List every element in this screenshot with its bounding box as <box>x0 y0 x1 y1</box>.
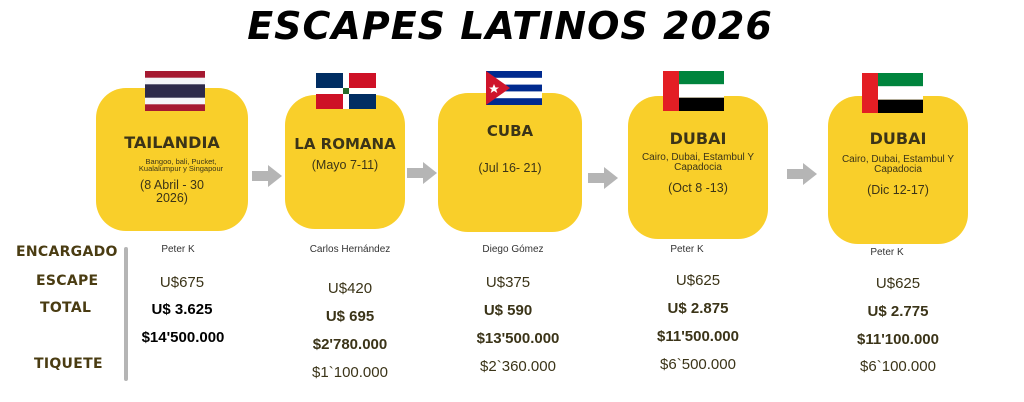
destination-details: Cairo, Dubai, Estambul Y Capadocia <box>841 154 955 175</box>
dominican-republic-flag-icon <box>316 73 376 109</box>
destination-dates: (Mayo 7-11) <box>311 158 379 172</box>
encargado-value: Diego Gómez <box>482 244 544 255</box>
encargado-value: Peter K <box>670 244 704 255</box>
arrow-right-icon <box>588 167 618 189</box>
total-usd-value: U$ 695 <box>325 308 375 325</box>
uae-flag-icon <box>862 73 923 113</box>
escape-value: U$420 <box>327 280 373 297</box>
arrow-right-icon <box>407 162 437 184</box>
encargado-value: Carlos Hernández <box>309 244 391 255</box>
uae-flag-icon <box>663 71 724 111</box>
total-usd-value: U$ 590 <box>483 302 533 319</box>
destination-card-dubai-oct[interactable]: DUBAI Cairo, Dubai, Estambul Y Capadocia… <box>628 96 768 239</box>
escape-value: U$375 <box>485 274 531 291</box>
row-label-encargado: ENCARGADO <box>16 244 118 260</box>
total-cop-value: $11'500.000 <box>657 328 739 345</box>
destination-dates: (Jul 16- 21) <box>478 161 542 175</box>
destination-card-tailandia[interactable]: TAILANDIA Bangoo, bali, Pucket, Kualalum… <box>96 88 248 231</box>
destination-name: CUBA <box>486 122 534 140</box>
destination-details: Bangoo, bali, Pucket, Kualalumpur y Sing… <box>138 157 224 173</box>
page-title: ESCAPES LATINOS 2026 <box>247 4 773 48</box>
encargado-value: Peter K <box>161 244 195 255</box>
arrow-right-icon <box>252 165 282 187</box>
destination-dates: (Dic 12-17) <box>867 183 929 197</box>
tiquete-value: $2`360.000 <box>480 358 556 375</box>
total-cop-value: $2'780.000 <box>312 336 388 353</box>
destination-card-dubai-dic[interactable]: DUBAI Cairo, Dubai, Estambul Y Capadocia… <box>828 96 968 244</box>
destination-card-la-romana[interactable]: LA ROMANA (Mayo 7-11) <box>285 95 405 229</box>
total-usd-value: U$ 2.875 <box>667 300 729 317</box>
escape-value: U$625 <box>675 272 721 289</box>
total-usd-value: U$ 3.625 <box>151 301 213 318</box>
destination-name: LA ROMANA <box>294 135 396 153</box>
destination-name: TAILANDIA <box>124 133 220 152</box>
destination-name: DUBAI <box>869 129 927 148</box>
destination-dates: (8 Abril - 30 2026) <box>140 178 204 205</box>
divider-line <box>124 247 128 381</box>
tiquete-value: $1`100.000 <box>312 364 388 381</box>
total-cop-value: $11'100.000 <box>857 331 939 348</box>
destination-name: DUBAI <box>669 129 727 148</box>
thailand-flag-icon <box>145 71 205 111</box>
tiquete-value: $6`100.000 <box>860 358 936 375</box>
row-label-escape: ESCAPE <box>36 273 99 289</box>
cuba-flag-icon <box>486 71 542 105</box>
tiquete-value: $6`500.000 <box>660 356 736 373</box>
total-cop-value: $13'500.000 <box>476 330 560 347</box>
destination-card-cuba[interactable]: CUBA (Jul 16- 21) <box>438 93 582 232</box>
row-label-tiquete: TIQUETE <box>34 356 103 372</box>
row-label-total: TOTAL <box>40 300 92 316</box>
total-cop-value: $14'500.000 <box>141 329 225 346</box>
destination-details: Cairo, Dubai, Estambul Y Capadocia <box>641 152 755 173</box>
encargado-value: Peter K <box>870 247 904 258</box>
total-usd-value: U$ 2.775 <box>867 303 929 320</box>
destination-dates: (Oct 8 -13) <box>668 181 728 195</box>
escape-value: U$675 <box>159 274 205 291</box>
escape-value: U$625 <box>875 275 921 292</box>
arrow-right-icon <box>787 163 817 185</box>
